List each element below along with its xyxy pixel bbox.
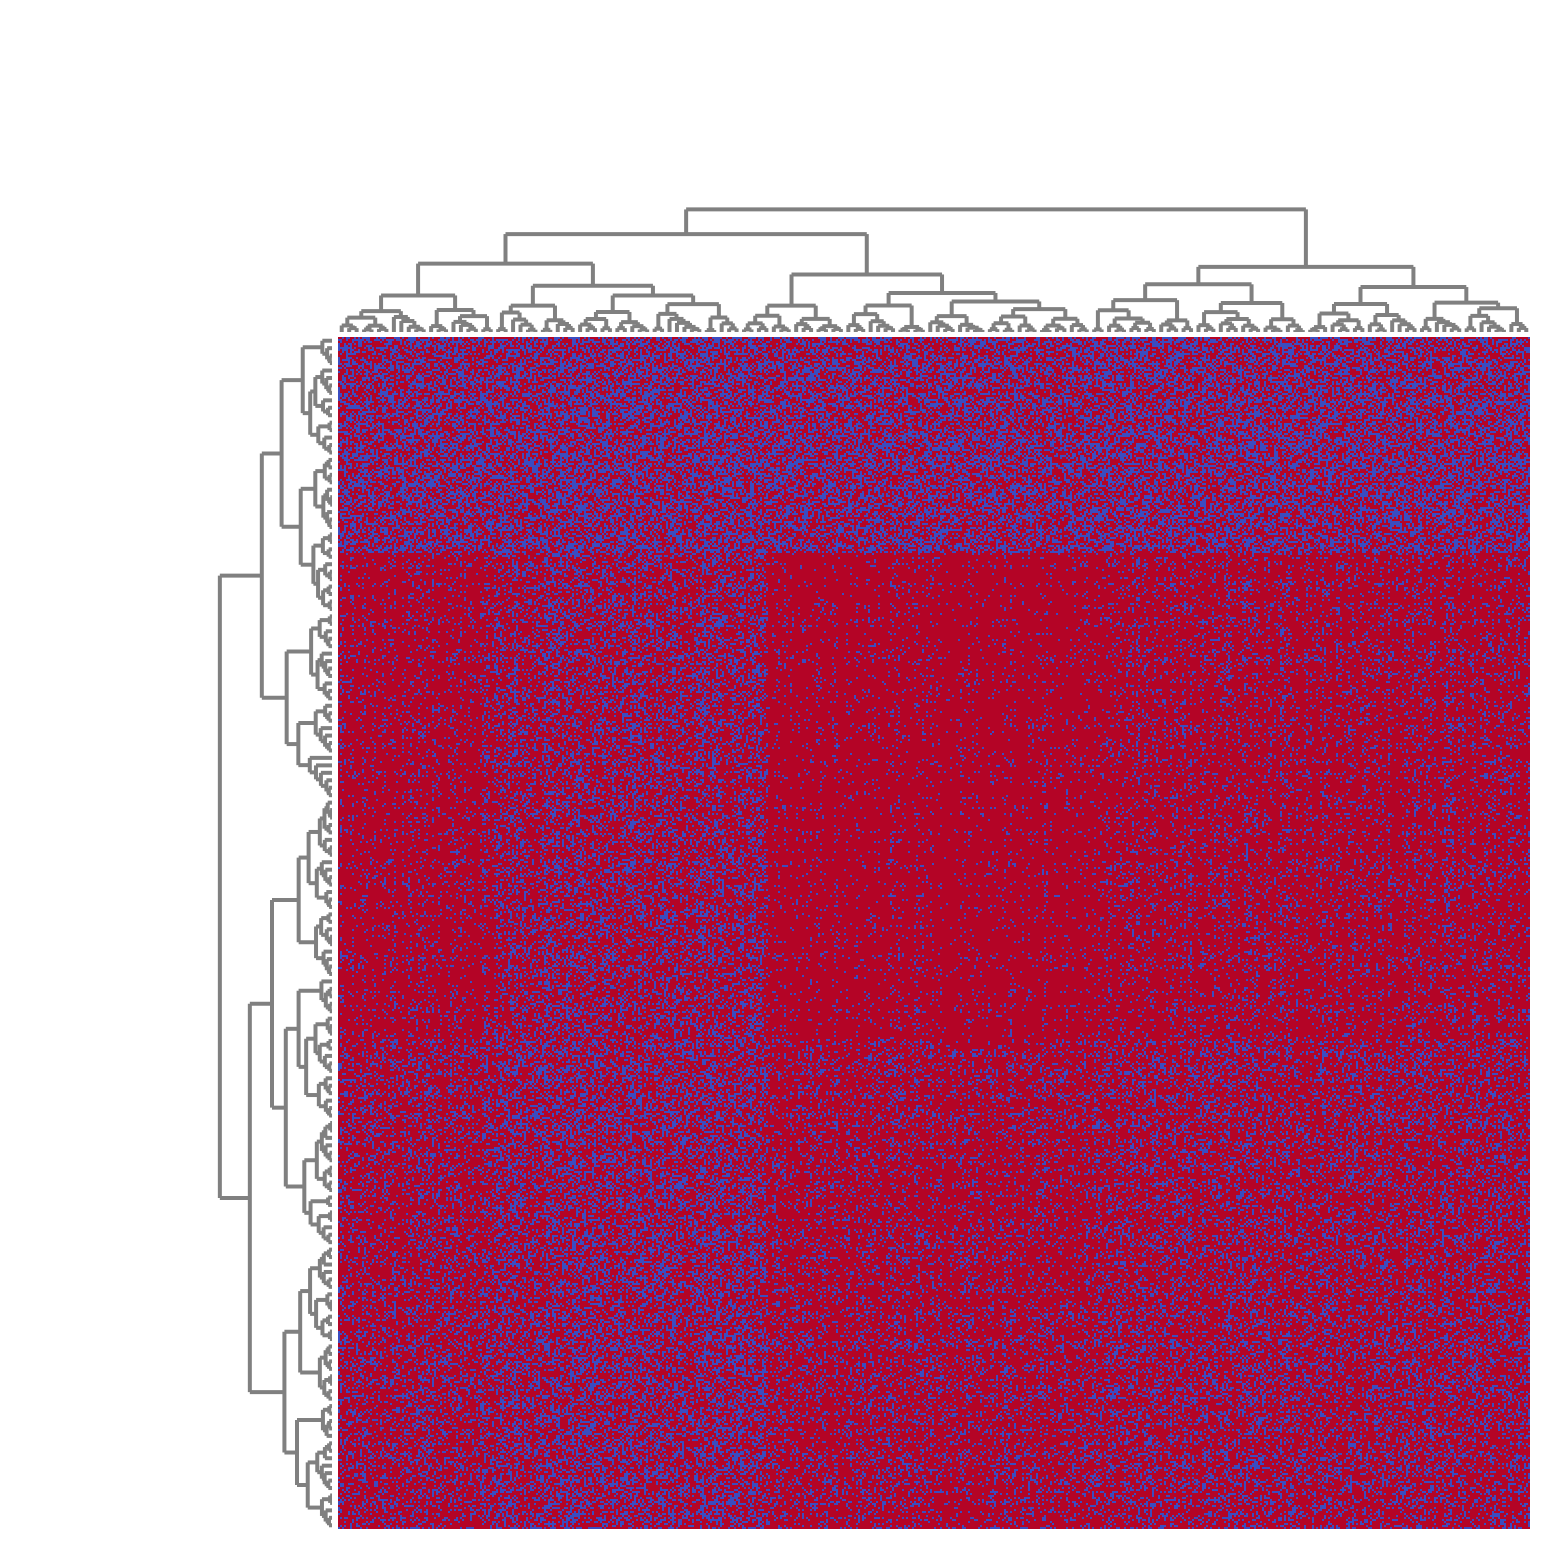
column-dendrogram-links xyxy=(342,209,1527,332)
row-dendrogram-links xyxy=(220,341,332,1526)
row-dendrogram xyxy=(30,337,332,1529)
heatmap-grid xyxy=(338,337,1530,1529)
column-dendrogram xyxy=(338,30,1530,332)
